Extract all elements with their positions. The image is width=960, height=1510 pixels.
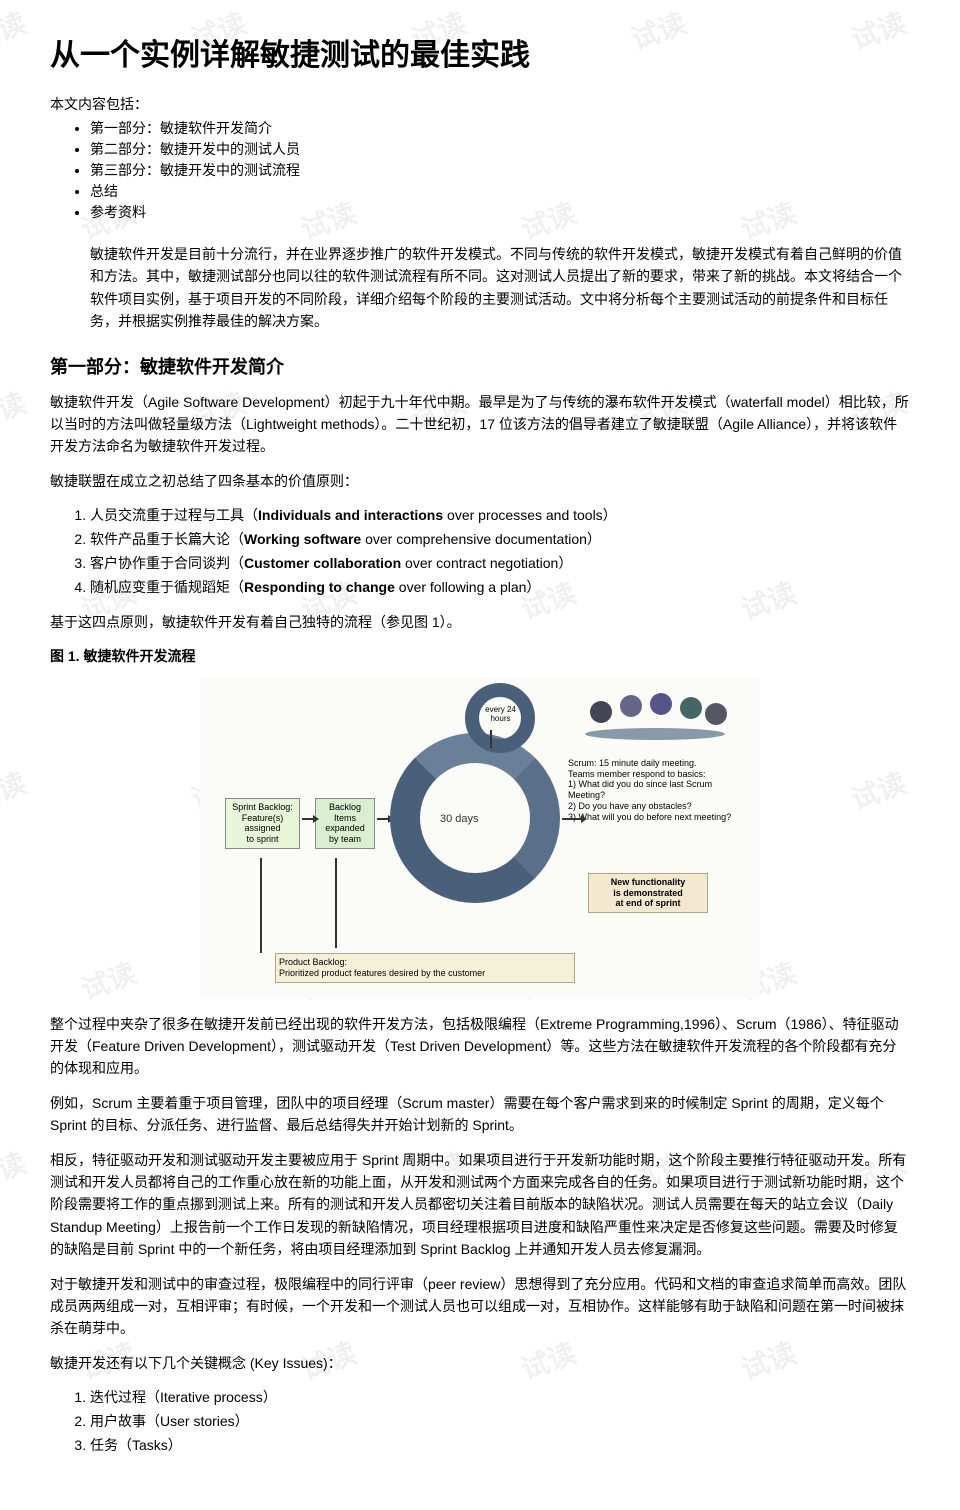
backlog-items-box: BacklogItemsexpandedby team [315,798,375,849]
list-item: 任务（Tasks） [90,1434,910,1458]
product-backlog-box: Product Backlog:Prioritized product feat… [275,953,575,983]
body-paragraph: 对于敏捷开发和测试中的审查过程，极限编程中的同行评审（peer review）思… [50,1273,910,1340]
arrow-icon [335,858,337,948]
arrow-icon [260,858,262,953]
arrow-icon [490,730,492,748]
list-item: 人员交流重于过程与工具（Individuals and interactions… [90,504,910,528]
every-24-label: every 24hours [473,706,528,724]
abstract-text: 敏捷软件开发是目前十分流行，并在业界逐步推广的软件开发模式。不同与传统的软件开发… [90,243,910,333]
intro-label: 本文内容包括： [50,94,910,114]
toc-list: 第一部分：敏捷软件开发简介 第二部分：敏捷开发中的测试人员 第三部分：敏捷开发中… [90,118,910,223]
arrow-icon [562,818,582,820]
list-item: 客户协作重于合同谈判（Customer collaboration over c… [90,552,910,576]
meeting-people-icon [580,693,730,753]
body-paragraph: 例如，Scrum 主要着重于项目管理，团队中的项目经理（Scrum master… [50,1092,910,1137]
list-item: 用户故事（User stories） [90,1410,910,1434]
principles-list: 人员交流重于过程与工具（Individuals and interactions… [90,504,910,599]
list-item: 随机应变重于循规蹈矩（Responding to change over fol… [90,576,910,600]
thirty-days-label: 30 days [440,813,479,825]
new-functionality-box: New functionalityis demonstratedat end o… [588,873,708,913]
list-item: 软件产品重于长篇大论（Working software over compreh… [90,528,910,552]
list-item: 第一部分：敏捷软件开发简介 [90,118,910,139]
concepts-list: 迭代过程（Iterative process） 用户故事（User storie… [90,1386,910,1457]
body-paragraph: 敏捷开发还有以下几个关键概念 (Key Issues)： [50,1352,910,1374]
scrum-meeting-text: Scrum: 15 minute daily meeting.Teams mem… [568,758,748,823]
list-item: 第二部分：敏捷开发中的测试人员 [90,139,910,160]
body-paragraph: 整个过程中夹杂了很多在敏捷开发前已经出现的软件开发方法，包括极限编程（Extre… [50,1013,910,1080]
scrum-diagram: Sprint Backlog:Feature(s)assignedto spri… [200,678,760,998]
section1-heading: 第一部分：敏捷软件开发简介 [50,353,910,379]
figure1-caption: 图 1. 敏捷软件开发流程 [50,646,910,666]
page-title: 从一个实例详解敏捷测试的最佳实践 [50,30,910,74]
arrow-icon [302,818,314,820]
body-paragraph: 敏捷软件开发（Agile Software Development）初起于九十年… [50,391,910,458]
list-item: 迭代过程（Iterative process） [90,1386,910,1410]
arrow-icon [377,818,389,820]
body-paragraph: 基于这四点原则，敏捷软件开发有着自己独特的流程（参见图 1）。 [50,611,910,633]
list-item: 参考资料 [90,202,910,223]
body-paragraph: 相反，特征驱动开发和测试驱动开发主要被应用于 Sprint 周期中。如果项目进行… [50,1149,910,1261]
list-item: 第三部分：敏捷开发中的测试流程 [90,160,910,181]
list-item: 总结 [90,181,910,202]
body-paragraph: 敏捷联盟在成立之初总结了四条基本的价值原则： [50,470,910,492]
sprint-cycle-icon: 30 days [390,733,560,903]
sprint-backlog-box: Sprint Backlog:Feature(s)assignedto spri… [225,798,300,849]
